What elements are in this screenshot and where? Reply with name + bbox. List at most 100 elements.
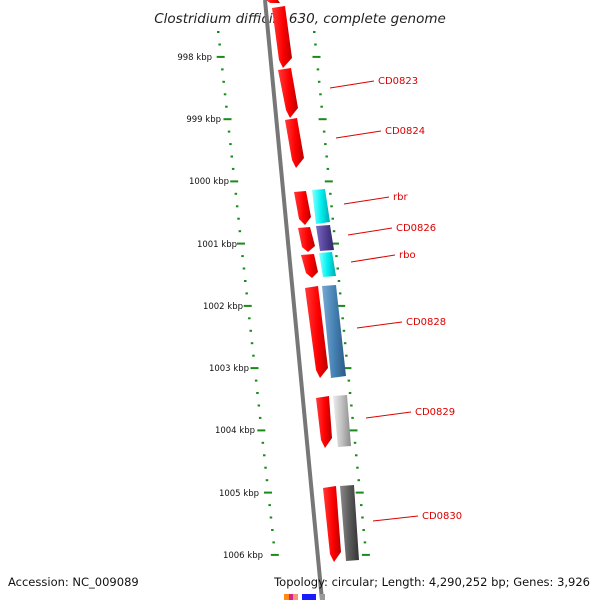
gene-label-cd0829[interactable]: CD0829 [415, 407, 455, 418]
left-scale-tick [254, 379, 258, 382]
right-scale-tick [332, 230, 336, 233]
gene-label-cd0824[interactable]: CD0824 [385, 126, 425, 137]
left-scale-tick [218, 43, 221, 46]
feature-cd0830 [340, 485, 359, 561]
right-scale-tick [336, 267, 339, 270]
left-scale-tick [231, 167, 235, 170]
left-scale-tick [257, 429, 266, 432]
right-scale-tick [337, 304, 346, 307]
left-scale-tick [234, 192, 238, 195]
right-scale-tick [317, 80, 321, 83]
left-scale-tick [268, 504, 271, 507]
gene-label-cd0828[interactable]: CD0828 [406, 317, 446, 328]
gene-block-top [266, 0, 280, 3]
right-scale-tick [361, 516, 364, 519]
right-scale-tick [320, 105, 323, 108]
leader-cd0828 [356, 321, 403, 329]
scale-label-1000: 1000 kbp [189, 177, 229, 187]
scale-labels: 998 kbp 999 kbp 1000 kbp 1001 kbp 1002 k… [177, 53, 263, 561]
left-scale-tick [244, 280, 247, 282]
left-scale-tick [265, 479, 269, 482]
scale-track-right [312, 31, 370, 556]
left-scale-tick [222, 80, 225, 83]
left-scale-tick [237, 217, 240, 220]
left-scale-tick [223, 93, 227, 96]
accession-text: Accession: NC_009089 [8, 575, 139, 589]
legend-swatch-magenta [289, 594, 293, 600]
right-scale-tick [348, 392, 352, 394]
left-scale-tick [241, 255, 244, 258]
left-scale-tick [216, 55, 225, 58]
left-scale-tick [261, 441, 265, 444]
right-scale-tick [360, 504, 363, 507]
legend-strip [284, 594, 325, 600]
right-scale-tick [361, 553, 370, 556]
feature-track [312, 189, 359, 561]
left-scale-tick [245, 292, 248, 295]
leader-rbo [350, 254, 396, 263]
right-scale-tick [331, 217, 334, 220]
gene-label-cd0830[interactable]: CD0830 [422, 511, 462, 522]
legend-swatch-salmon [293, 594, 298, 600]
right-scale-tick [355, 454, 358, 457]
left-scale-tick [264, 491, 272, 494]
left-scale-tick [229, 143, 232, 146]
right-scale-tick [363, 541, 367, 544]
gene-block-cd0824 [285, 118, 304, 168]
right-scale-tick [342, 329, 346, 332]
feature-rbr [312, 189, 330, 224]
leader-cd0823 [329, 80, 375, 89]
scale-label-998: 998 kbp [177, 53, 212, 63]
left-scale-tick [230, 180, 239, 183]
right-scale-tick [345, 354, 348, 357]
left-scale-tick [250, 367, 259, 370]
feature-rbo [319, 252, 336, 277]
right-scale-tick [329, 192, 332, 195]
right-scale-tick [324, 180, 333, 183]
right-scale-tick [347, 379, 351, 382]
left-scale-tick [250, 342, 254, 345]
left-scale-tick [264, 466, 267, 469]
gene-block-rbo-partner [301, 254, 318, 278]
gene-label-cd0826[interactable]: CD0826 [396, 223, 436, 234]
right-scale-tick [314, 43, 317, 46]
right-scale-tick [313, 31, 316, 33]
left-scale-tick [271, 529, 274, 531]
right-scale-tick [316, 68, 320, 71]
right-scale-tick [356, 466, 359, 469]
gene-label-cd0823[interactable]: CD0823 [378, 76, 418, 87]
right-scale-tick [337, 280, 341, 282]
right-scale-tick [330, 205, 333, 208]
left-scale-tick [235, 205, 239, 208]
scale-label-1003: 1003 kbp [209, 364, 249, 374]
left-scale-tick [256, 392, 259, 394]
left-scale-tick [227, 130, 231, 133]
right-scale-tick [318, 118, 327, 121]
genome-summary-text: Topology: circular; Length: 4,290,252 bp… [274, 575, 590, 589]
left-scale-tick [252, 354, 255, 357]
map-title: Clostridium difficile 630, complete geno… [154, 11, 446, 27]
gene-block-cd0830-partner [323, 486, 341, 562]
gene-labels: CD0823 CD0824 rbr CD0826 rbo CD0828 CD08… [378, 76, 462, 522]
gene-block-rbr-partner [294, 191, 311, 225]
left-scale-tick [243, 304, 252, 307]
right-scale-tick [331, 242, 339, 245]
gene-block-cd0826-partner [298, 227, 315, 252]
right-scale-tick [324, 143, 327, 146]
gene-block-cd0822 [272, 6, 292, 68]
left-scale-tick [248, 317, 251, 320]
gene-label-rbr[interactable]: rbr [393, 192, 408, 203]
right-scale-tick [325, 155, 328, 158]
left-scale-tick [249, 329, 252, 332]
legend-swatch-gray [320, 594, 325, 600]
gene-block-cd0823 [278, 68, 298, 118]
right-scale-tick [351, 416, 354, 419]
gene-label-rbo[interactable]: rbo [399, 250, 416, 261]
gene-leader-lines [329, 80, 419, 522]
right-scale-tick [353, 441, 357, 444]
legend-swatch-orange [284, 594, 289, 600]
feature-cd0828 [322, 285, 346, 378]
left-scale-tick [269, 516, 273, 519]
right-scale-tick [355, 491, 364, 494]
